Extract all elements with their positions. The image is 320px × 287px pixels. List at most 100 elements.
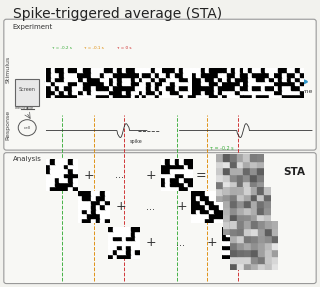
Bar: [240, 245, 244, 249]
Bar: [122, 94, 126, 98]
Bar: [244, 221, 251, 228]
Bar: [244, 240, 249, 245]
Bar: [256, 90, 260, 94]
Bar: [161, 177, 165, 182]
Bar: [209, 90, 214, 94]
Bar: [244, 154, 251, 160]
Bar: [103, 81, 107, 86]
Bar: [200, 209, 205, 214]
Bar: [174, 187, 179, 191]
Bar: [236, 160, 244, 168]
Bar: [243, 90, 248, 94]
Bar: [218, 86, 222, 90]
Text: Response: Response: [5, 110, 11, 140]
Bar: [91, 214, 96, 218]
Bar: [46, 173, 50, 177]
Bar: [264, 228, 271, 235]
Bar: [132, 68, 136, 72]
Bar: [244, 86, 248, 90]
Bar: [49, 90, 53, 94]
Bar: [126, 86, 131, 90]
Bar: [174, 164, 179, 168]
Bar: [214, 200, 219, 204]
Bar: [103, 72, 107, 77]
Bar: [123, 81, 127, 86]
Bar: [222, 81, 227, 86]
Bar: [114, 77, 119, 81]
Bar: [269, 77, 274, 81]
Bar: [138, 90, 142, 94]
Bar: [251, 249, 258, 256]
Bar: [226, 254, 231, 259]
Bar: [257, 154, 264, 160]
Bar: [175, 77, 179, 81]
Bar: [78, 68, 83, 72]
Bar: [196, 72, 201, 77]
Bar: [68, 187, 73, 191]
Bar: [55, 173, 59, 177]
Text: +: +: [84, 168, 94, 182]
Bar: [82, 200, 87, 204]
Bar: [131, 240, 135, 245]
Bar: [184, 182, 188, 187]
Bar: [244, 208, 251, 214]
Bar: [50, 159, 55, 164]
Bar: [251, 195, 257, 202]
Bar: [53, 94, 58, 98]
Bar: [96, 81, 100, 86]
Bar: [135, 254, 140, 259]
Bar: [122, 226, 126, 231]
Bar: [179, 159, 184, 164]
Bar: [113, 86, 117, 90]
Bar: [72, 81, 77, 86]
Bar: [287, 94, 291, 98]
Bar: [126, 81, 131, 86]
Bar: [222, 68, 227, 72]
Bar: [72, 77, 77, 81]
Bar: [205, 204, 210, 209]
Bar: [49, 72, 53, 77]
Bar: [73, 164, 78, 168]
Bar: [126, 90, 131, 94]
Bar: [230, 235, 237, 242]
Bar: [214, 218, 219, 223]
Bar: [100, 77, 104, 81]
Bar: [132, 77, 136, 81]
Bar: [295, 68, 300, 72]
Bar: [244, 228, 251, 235]
Bar: [191, 200, 196, 204]
Bar: [226, 236, 231, 240]
Bar: [161, 182, 165, 187]
Bar: [96, 94, 100, 98]
Bar: [78, 94, 83, 98]
Bar: [45, 77, 49, 81]
Bar: [78, 90, 83, 94]
Bar: [237, 242, 244, 249]
Bar: [291, 94, 295, 98]
Bar: [271, 242, 278, 249]
Bar: [87, 214, 91, 218]
Bar: [175, 94, 179, 98]
Bar: [87, 218, 91, 223]
Bar: [164, 86, 168, 90]
Bar: [192, 90, 196, 94]
Bar: [219, 191, 223, 195]
Bar: [162, 81, 166, 86]
Bar: [218, 72, 222, 77]
Bar: [131, 86, 135, 90]
Bar: [127, 94, 132, 98]
Bar: [117, 245, 122, 249]
Bar: [248, 72, 252, 77]
Bar: [110, 72, 114, 77]
Bar: [179, 81, 183, 86]
Bar: [68, 164, 73, 168]
Bar: [46, 94, 51, 98]
Bar: [67, 90, 71, 94]
Bar: [122, 254, 126, 259]
Bar: [53, 72, 58, 77]
Bar: [123, 68, 127, 72]
Bar: [200, 191, 205, 195]
Bar: [131, 77, 135, 81]
Bar: [251, 160, 257, 168]
Bar: [109, 77, 113, 81]
